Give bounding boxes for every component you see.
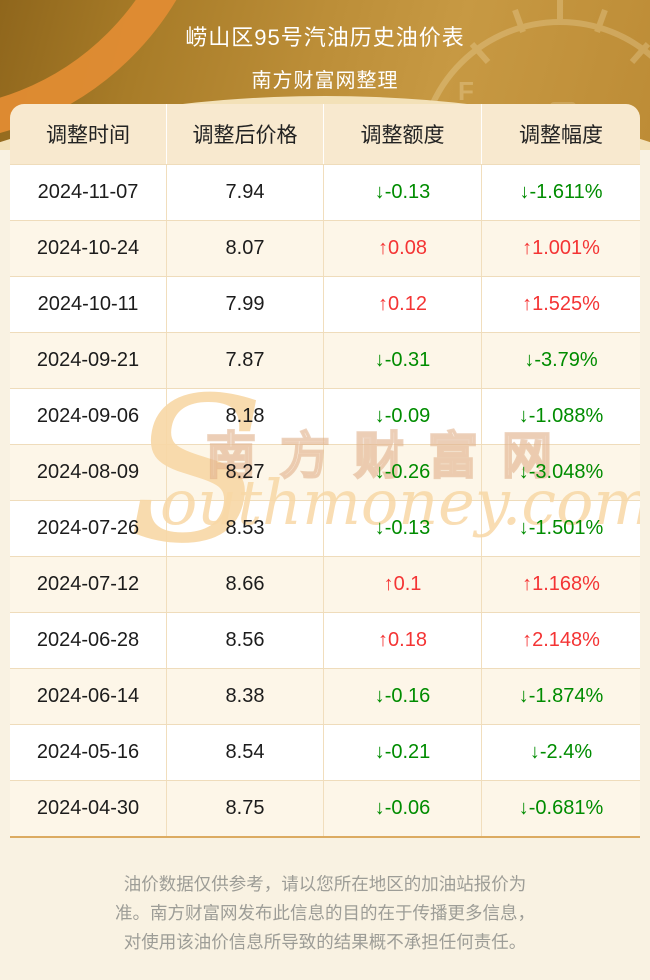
column-header-change-percent: 调整幅度 [519, 124, 603, 147]
cell-price: 7.94 [167, 165, 324, 220]
cell-change-amount: ↓-0.26 [324, 445, 482, 500]
cell-adjust-date: 2024-10-11 [10, 277, 167, 332]
cell-adjust-date: 2024-11-07 [10, 165, 167, 220]
cell-adjust-date: 2024-09-06 [10, 389, 167, 444]
cell-change-percent: ↓-0.681% [518, 797, 604, 819]
column-header-adjust-date: 调整时间 [10, 104, 167, 164]
cell-change-amount: ↓-0.31 [324, 333, 482, 388]
cell-price: 8.56 [167, 613, 324, 668]
cell-adjust-date: 2024-07-12 [10, 557, 167, 612]
disclaimer-line: 准。南方财富网发布此信息的目的在于传播更多信息， [115, 903, 535, 923]
table-row: 2024-09-21 7.87 ↓-0.31 ↓-3.79% [10, 332, 640, 388]
cell-price: 8.18 [167, 389, 324, 444]
cell-price: 8.38 [167, 669, 324, 724]
cell-change-percent: ↓-3.048% [518, 461, 604, 483]
cell-change-percent: ↓-1.501% [518, 517, 604, 539]
cell-change-amount: ↓-0.06 [324, 781, 482, 836]
cell-change-amount: ↑0.08 [324, 221, 482, 276]
cell-change-amount: ↑0.18 [324, 613, 482, 668]
column-header-change-amount: 调整额度 [324, 104, 482, 164]
table-row: 2024-09-06 8.18 ↓-0.09 ↓-1.088% [10, 388, 640, 444]
cell-price: 8.27 [167, 445, 324, 500]
cell-adjust-date: 2024-07-26 [10, 501, 167, 556]
cell-change-percent: ↓-3.79% [524, 349, 598, 371]
cell-change-percent: ↓-2.4% [529, 741, 593, 763]
table-row: 2024-05-16 8.54 ↓-0.21 ↓-2.4% [10, 724, 640, 780]
table-header-row: 调整时间 调整后价格 调整额度 调整幅度 [10, 104, 640, 164]
disclaimer: 油价数据仅供参考，请以您所在地区的加油站报价为 准。南方财富网发布此信息的目的在… [0, 870, 650, 957]
cell-change-percent: ↑1.525% [522, 293, 600, 315]
table-row: 2024-11-07 7.94 ↓-0.13 ↓-1.611% [10, 164, 640, 220]
cell-change-percent: ↑2.148% [522, 629, 600, 651]
cell-adjust-date: 2024-09-21 [10, 333, 167, 388]
cell-change-percent: ↑1.001% [522, 237, 600, 259]
page-title: 崂山区95号汽油历史油价表 [185, 25, 465, 50]
disclaimer-line: 对使用该油价信息所导致的结果概不承担任何责任。 [123, 932, 527, 952]
cell-adjust-date: 2024-10-24 [10, 221, 167, 276]
cell-change-amount: ↓-0.13 [324, 501, 482, 556]
cell-change-amount: ↓-0.21 [324, 725, 482, 780]
cell-price: 8.75 [167, 781, 324, 836]
column-header-price: 调整后价格 [167, 104, 324, 164]
price-table: 调整时间 调整后价格 调整额度 调整幅度 2024-11-07 7.94 ↓-0… [10, 104, 640, 838]
table-row: 2024-07-12 8.66 ↑0.1 ↑1.168% [10, 556, 640, 612]
table-row: 2024-08-09 8.27 ↓-0.26 ↓-3.048% [10, 444, 640, 500]
cell-adjust-date: 2024-08-09 [10, 445, 167, 500]
table-row: 2024-04-30 8.75 ↓-0.06 ↓-0.681% [10, 780, 640, 836]
cell-adjust-date: 2024-05-16 [10, 725, 167, 780]
cell-change-percent: ↓-1.611% [519, 181, 603, 203]
cell-change-amount: ↓-0.09 [324, 389, 482, 444]
cell-change-amount: ↑0.1 [324, 557, 482, 612]
cell-price: 8.07 [167, 221, 324, 276]
table-row: 2024-06-14 8.38 ↓-0.16 ↓-1.874% [10, 668, 640, 724]
page-subtitle: 南方财富网整理 [251, 70, 399, 92]
cell-change-amount: ↓-0.16 [324, 669, 482, 724]
table-row: 2024-10-24 8.07 ↑0.08 ↑1.001% [10, 220, 640, 276]
cell-change-percent: ↑1.168% [522, 573, 600, 595]
cell-change-percent: ↓-1.874% [518, 685, 604, 707]
cell-change-amount: ↓-0.13 [324, 165, 482, 220]
table-row: 2024-07-26 8.53 ↓-0.13 ↓-1.501% [10, 500, 640, 556]
table-row: 2024-10-11 7.99 ↑0.12 ↑1.525% [10, 276, 640, 332]
cell-adjust-date: 2024-06-28 [10, 613, 167, 668]
cell-price: 7.99 [167, 277, 324, 332]
svg-text:F: F [458, 76, 474, 106]
cell-price: 7.87 [167, 333, 324, 388]
cell-price: 8.54 [167, 725, 324, 780]
cell-price: 8.53 [167, 501, 324, 556]
disclaimer-line: 油价数据仅供参考，请以您所在地区的加油站报价为 [123, 874, 527, 894]
cell-adjust-date: 2024-04-30 [10, 781, 167, 836]
table-body: 2024-11-07 7.94 ↓-0.13 ↓-1.611% 2024-10-… [10, 164, 640, 836]
cell-change-percent: ↓-1.088% [518, 405, 604, 427]
cell-change-amount: ↑0.12 [324, 277, 482, 332]
table-row: 2024-06-28 8.56 ↑0.18 ↑2.148% [10, 612, 640, 668]
cell-adjust-date: 2024-06-14 [10, 669, 167, 724]
cell-price: 8.66 [167, 557, 324, 612]
